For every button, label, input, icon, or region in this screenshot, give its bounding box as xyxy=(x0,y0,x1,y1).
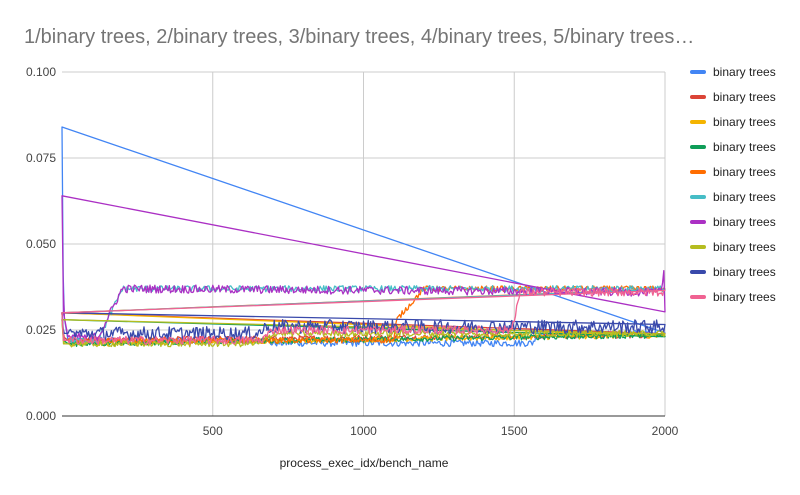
legend-label-1: binary trees xyxy=(713,65,776,79)
legend-label-4: binary trees xyxy=(713,140,776,154)
y-tick-label: 0.025 xyxy=(26,323,56,337)
grid-layer xyxy=(62,71,666,417)
chart-title: 1/binary trees, 2/binary trees, 3/binary… xyxy=(24,26,695,48)
legend-label-9: binary trees xyxy=(713,265,776,279)
legend-label-8: binary trees xyxy=(713,240,776,254)
x-tick-label: 1000 xyxy=(350,424,377,438)
legend-label-2: binary trees xyxy=(713,90,776,104)
series-line-8 xyxy=(61,319,666,348)
x-tick-label: 2000 xyxy=(652,424,679,438)
y-tick-label: 0.000 xyxy=(26,409,56,423)
y-tick-label: 0.100 xyxy=(26,65,56,79)
x-tick-label: 500 xyxy=(203,424,223,438)
series-line-9 xyxy=(61,312,666,341)
series-line-10 xyxy=(61,287,666,346)
legend-label-10: binary trees xyxy=(713,290,776,304)
series-line-7 xyxy=(61,195,666,342)
legend-label-5: binary trees xyxy=(713,165,776,179)
legend: binary trees binary trees binary trees bina… xyxy=(690,65,776,304)
legend-label-3: binary trees xyxy=(713,115,776,129)
legend-label-7: binary trees xyxy=(713,215,776,229)
legend-label-6: binary trees xyxy=(713,190,776,204)
y-tick-label: 0.075 xyxy=(26,151,56,165)
axis-layer: 0.000 0.025 0.050 0.075 0.100 500 1000 1500 2000 xyxy=(26,65,679,438)
x-tick-label: 1500 xyxy=(501,424,528,438)
y-tick-label: 0.050 xyxy=(26,237,56,251)
series-layer xyxy=(61,126,666,348)
x-axis-title: process_exec_idx/bench_name xyxy=(280,456,449,470)
